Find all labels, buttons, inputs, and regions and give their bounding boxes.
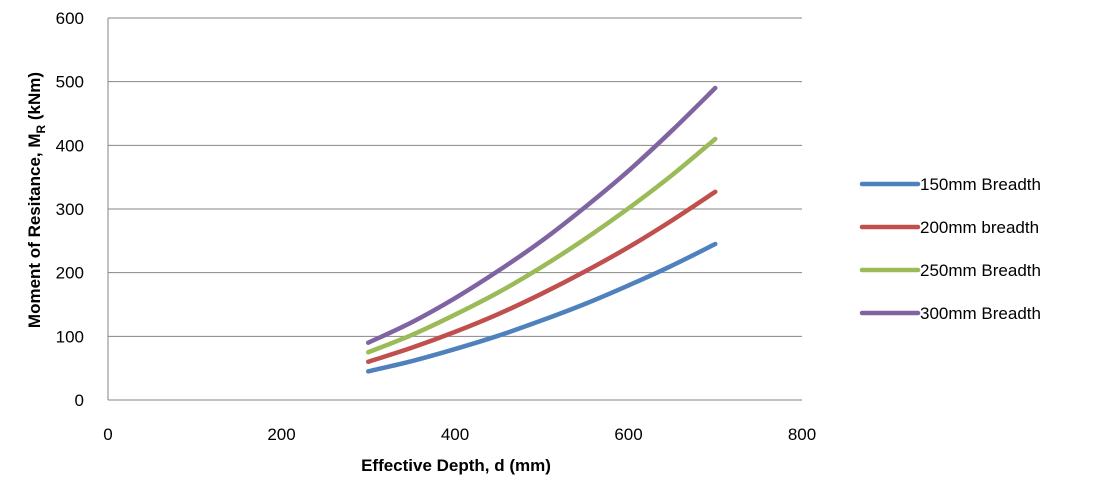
- legend-label: 150mm Breadth: [920, 175, 1041, 194]
- legend-label: 300mm Breadth: [920, 304, 1041, 323]
- x-tick-labels: 0 200 400 600 800: [103, 425, 816, 444]
- y-tick-label: 400: [56, 136, 84, 155]
- x-tick-label: 400: [441, 425, 469, 444]
- x-axis-title: Effective Depth, d (mm): [361, 456, 551, 475]
- y-tick-labels: 0 100 200 300 400 500 600: [56, 9, 84, 410]
- x-tick-label: 800: [788, 425, 816, 444]
- legend-item: 200mm breadth: [859, 218, 1039, 237]
- x-tick-label: 0: [103, 425, 112, 444]
- series-line-2: [366, 189, 718, 365]
- y-tick-label: 200: [56, 264, 84, 283]
- y-tick-label: 100: [56, 327, 84, 346]
- x-tick-label: 200: [267, 425, 295, 444]
- y-axis-title-prefix: Moment of Resitance, M: [25, 133, 44, 328]
- y-tick-label: 600: [56, 9, 84, 28]
- legend-item: 300mm Breadth: [859, 304, 1041, 323]
- x-tick-label: 600: [614, 425, 642, 444]
- y-axis-title: Moment of Resitance, MR (kNm): [25, 72, 48, 328]
- series-line-1: [366, 241, 718, 374]
- y-tick-label: 0: [75, 391, 84, 410]
- legend-label: 250mm Breadth: [920, 261, 1041, 280]
- series-line-4: [366, 85, 718, 345]
- series-line-3: [366, 136, 718, 355]
- legend: 150mm Breadth 200mm breadth 250mm Breadth 3…: [859, 175, 1041, 323]
- legend-item: 250mm Breadth: [859, 261, 1041, 280]
- legend-label: 200mm breadth: [920, 218, 1039, 237]
- gridlines: [108, 17, 802, 337]
- y-tick-label: 300: [56, 200, 84, 219]
- y-axis-title-suffix: (kNm): [25, 72, 44, 125]
- y-tick-label: 500: [56, 73, 84, 92]
- series-lines: [366, 85, 718, 374]
- legend-item: 150mm Breadth: [859, 175, 1041, 194]
- y-axis-title-subscript: R: [34, 124, 48, 133]
